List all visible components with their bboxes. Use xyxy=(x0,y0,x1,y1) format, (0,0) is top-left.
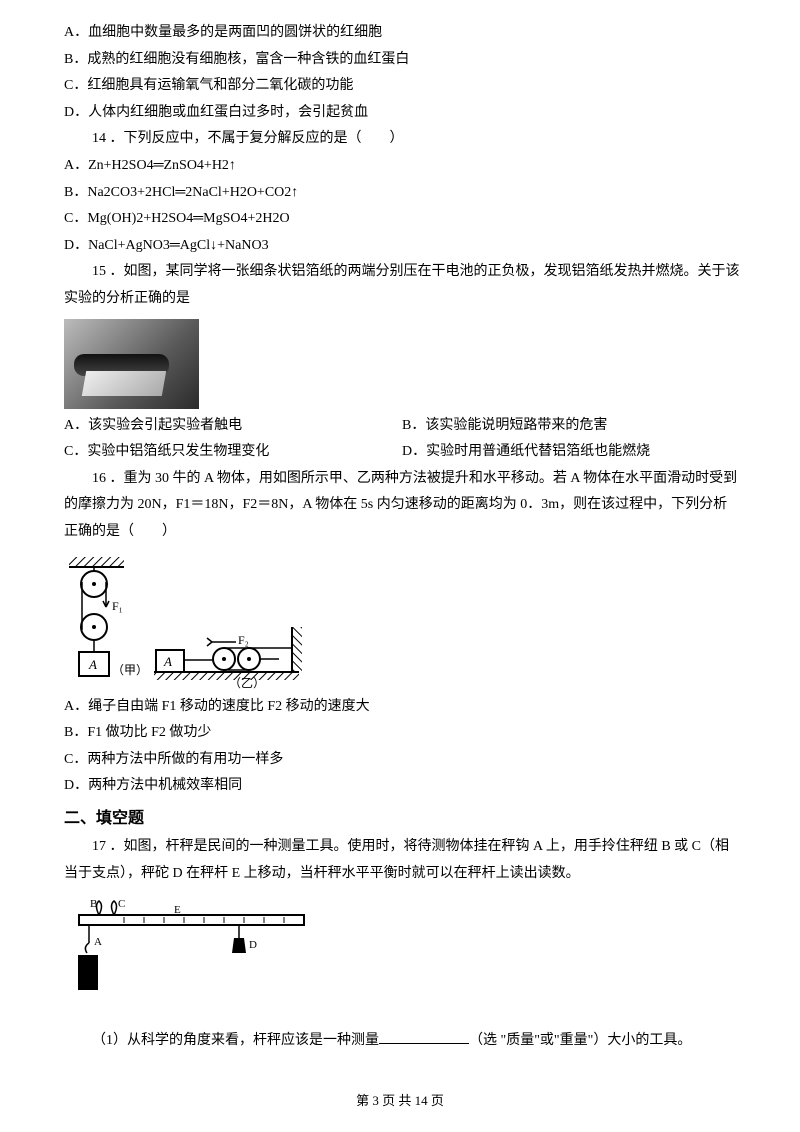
q14-opt-a: A．Zn+H2SO4═ZnSO4+H2↑ xyxy=(64,153,740,180)
footer-left: 第 3 页 xyxy=(356,1093,395,1108)
q14-opt-d: D．NaCl+AgNO3═AgCl↓+NaNO3 xyxy=(64,233,740,260)
q17-e: E xyxy=(174,904,181,916)
q17-figure: B C E A D xyxy=(64,893,324,1008)
q16-opt-d: D．两种方法中机械效率相同 xyxy=(64,773,740,800)
q16-f1-label: F₁ xyxy=(112,599,123,613)
q14-opt-b: B．Na2CO3+2HCl═2NaCl+H2O+CO2↑ xyxy=(64,180,740,207)
q16-figure: F₁ A （甲） A F₂ （乙） xyxy=(64,552,324,692)
q13-opt-b: B．成熟的红细胞没有细胞核，富含一种含铁的血红蛋白 xyxy=(64,47,740,74)
page-footer: 第 3 页 共 14 页 xyxy=(0,1089,800,1114)
q17-head: 17 ．如图，杆秤是民间的一种测量工具。使用时，将待测物体挂在秤钩 A 上，用手… xyxy=(64,834,740,887)
q15-opt-c: C．实验中铝箔纸只发生物理变化 xyxy=(64,439,402,466)
q14-head: 14 ．下列反应中，不属于复分解反应的是（ ） xyxy=(64,126,740,153)
q15-opt-a: A．该实验会引起实验者触电 xyxy=(64,413,402,440)
footer-right: 14 页 xyxy=(415,1093,444,1108)
q17-sub1b: （选 "质量"或"重量"）大小的工具。 xyxy=(469,1033,691,1048)
q16-f2-label: F₂ xyxy=(238,633,249,647)
q16-head: 16 ．重为 30 牛的 A 物体，用如图所示甲、乙两种方法被提升和水平移动。若… xyxy=(64,466,740,546)
q17-a: A xyxy=(94,936,102,948)
q16-a2-label: A xyxy=(163,654,172,669)
q17-c: C xyxy=(118,898,125,910)
q15-figure xyxy=(64,319,199,409)
q14-opt-c: C．Mg(OH)2+H2SO4═MgSO4+2H2O xyxy=(64,206,740,233)
section-2-heading: 二、填空题 xyxy=(64,804,740,834)
q13-opt-a: A．血细胞中数量最多的是两面凹的圆饼状的红细胞 xyxy=(64,20,740,47)
q16-cap2: （乙） xyxy=(229,676,265,690)
q15-head: 15 ．如图，某同学将一张细条状铝箔纸的两端分别压在干电池的正负极，发现铝箔纸发… xyxy=(64,259,740,312)
q16-opt-a: A．绳子自由端 F1 移动的速度比 F2 移动的速度大 xyxy=(64,694,740,721)
q15-opt-b: B．该实验能说明短路带来的危害 xyxy=(402,413,740,440)
q16-opt-c: C．两种方法中所做的有用功一样多 xyxy=(64,747,740,774)
q17-b: B xyxy=(90,898,97,910)
q16-opt-b: B．F1 做功比 F2 做功少 xyxy=(64,720,740,747)
q17-sub1: （1）从科学的角度来看，杆秤应该是一种测量 （选 "质量"或"重量"）大小的工具。 xyxy=(64,1028,740,1055)
q17-sub1a: （1）从科学的角度来看，杆秤应该是一种测量 xyxy=(92,1033,379,1048)
q17-d: D xyxy=(249,939,257,951)
q16-a1-label: A xyxy=(88,657,97,672)
q17-blank-1[interactable] xyxy=(379,1030,469,1044)
q16-cap1: （甲） xyxy=(112,663,148,677)
q15-opt-d: D．实验时用普通纸代替铝箔纸也能燃烧 xyxy=(402,439,740,466)
footer-mid: 共 xyxy=(395,1093,415,1108)
q13-opt-c: C．红细胞具有运输氧气和部分二氧化碳的功能 xyxy=(64,73,740,100)
q13-opt-d: D．人体内红细胞或血红蛋白过多时，会引起贫血 xyxy=(64,100,740,127)
